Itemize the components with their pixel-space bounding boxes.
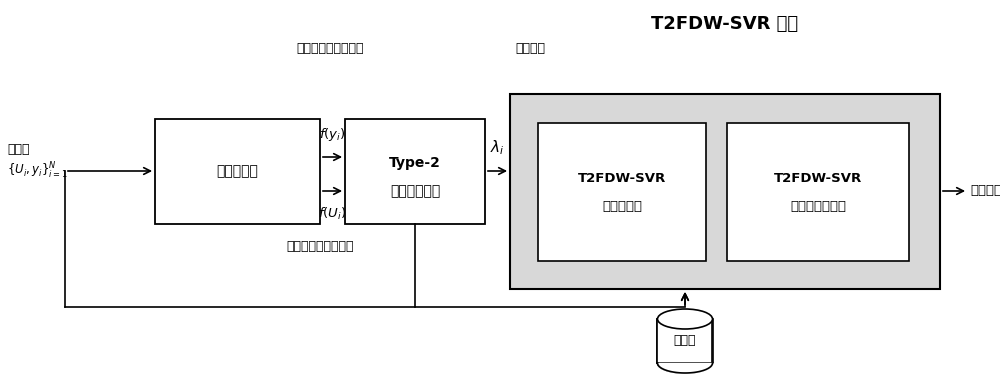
Bar [510,94,940,289]
Text: $f(U_i)$: $f(U_i)$ [318,206,347,222]
Text: $f(y_i)$: $f(y_i)$ [319,126,346,143]
Text: 输入样本的分布密度: 输入样本的分布密度 [286,241,354,254]
Text: 输出样本的分布密度: 输出样本的分布密度 [296,42,364,55]
Bar [727,123,909,261]
Text: $\lambda_i$: $\lambda_i$ [490,138,504,157]
Bar [155,119,320,224]
Text: 数据库: 数据库 [674,335,696,348]
Text: 模糊逻辑系统: 模糊逻辑系统 [390,184,440,198]
Text: 模型的交叉验证: 模型的交叉验证 [790,200,846,213]
Text: Type-2: Type-2 [389,156,441,170]
Text: T2FDW-SVR: T2FDW-SVR [774,172,862,185]
Bar [657,319,712,363]
Text: $\{U_i, y_i\}_{i=1}^{N}$: $\{U_i, y_i\}_{i=1}^{N}$ [7,161,68,181]
Text: 回归结果: 回归结果 [970,185,1000,197]
Ellipse shape [658,309,712,329]
Text: 核密度估计: 核密度估计 [217,164,258,179]
Text: T2FDW-SVR: T2FDW-SVR [578,172,666,185]
Text: 样本集: 样本集 [7,143,30,155]
Bar [538,123,706,261]
Text: 模型的优化: 模型的优化 [602,200,642,213]
Text: 模糊权重: 模糊权重 [515,42,545,55]
Bar [345,119,485,224]
Text: T2FDW-SVR 模型: T2FDW-SVR 模型 [651,15,799,33]
